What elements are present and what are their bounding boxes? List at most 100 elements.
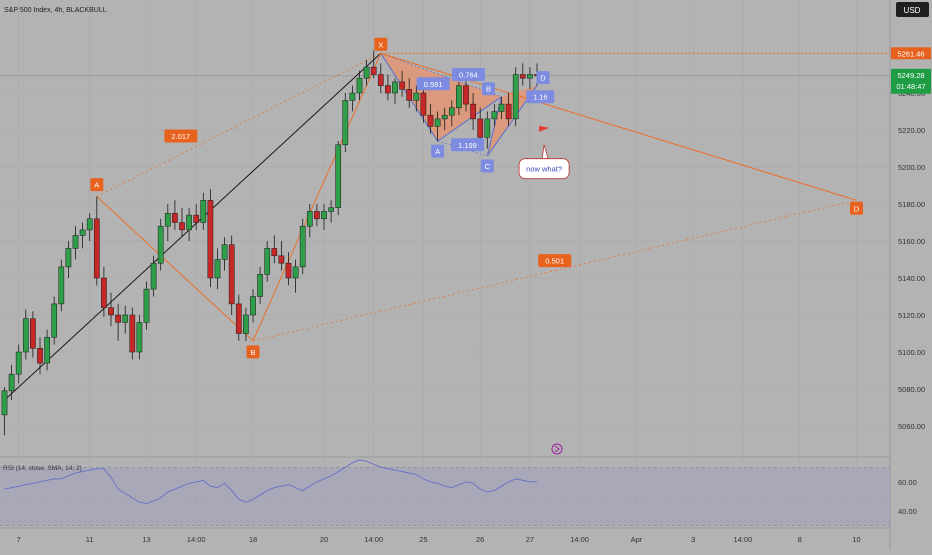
level-price-tag-bg xyxy=(891,47,931,60)
candle xyxy=(221,237,228,271)
candle xyxy=(115,303,121,341)
harmonic-ratio-0591: 0.591 xyxy=(416,77,450,91)
candle xyxy=(377,63,384,93)
candle-body xyxy=(164,213,171,227)
candle-body xyxy=(519,74,526,79)
price-tick-label: 5220.00 xyxy=(898,126,925,135)
candle-body xyxy=(335,144,342,208)
candle-body xyxy=(385,85,391,94)
candle-body xyxy=(37,348,43,364)
candle-body xyxy=(65,248,72,268)
candle-body xyxy=(108,307,114,316)
candle xyxy=(463,78,469,112)
candle-body xyxy=(306,211,313,227)
candle xyxy=(413,85,420,112)
harmonic-label-a-text: A xyxy=(435,147,440,156)
candle-body xyxy=(58,266,65,305)
candle-body xyxy=(342,100,349,146)
pattern-ratio-line-bd xyxy=(252,199,857,342)
candle xyxy=(200,192,207,230)
ratio-label-2017-text: 2.017 xyxy=(171,132,190,141)
candle xyxy=(8,364,15,401)
candle-body xyxy=(214,259,221,279)
candle xyxy=(527,67,533,90)
candle xyxy=(271,235,278,264)
candle-body xyxy=(377,74,384,86)
candle xyxy=(86,213,93,241)
candle xyxy=(406,78,413,108)
point-label-d: D xyxy=(850,201,863,215)
point-label-b-text: B xyxy=(250,348,255,357)
candle-body xyxy=(79,229,86,236)
price-tick-label: 5100.00 xyxy=(898,348,925,357)
replay-icon[interactable] xyxy=(551,443,563,455)
candle xyxy=(306,204,313,238)
candle xyxy=(72,226,79,260)
candle-body xyxy=(179,222,185,231)
ratio-label-0501-bg xyxy=(538,254,572,268)
candle xyxy=(37,337,43,375)
candle-body xyxy=(8,373,15,392)
candle-body xyxy=(406,89,413,101)
currency-button[interactable]: USD xyxy=(896,2,929,17)
harmonic-ratio-116-text: 1.16 xyxy=(533,93,548,102)
candle xyxy=(420,85,427,123)
harmonic-label-c: C xyxy=(480,159,494,173)
time-tick-label: 14:00 xyxy=(364,535,383,544)
harmonic-ratio-116-bg xyxy=(526,90,555,104)
candle-body xyxy=(200,200,207,223)
candle-body xyxy=(150,262,157,290)
candle-body xyxy=(484,118,491,138)
candle-body xyxy=(51,303,58,338)
time-tick-label: 3 xyxy=(691,535,695,544)
candle-body xyxy=(193,214,200,223)
ratio-label-0501: 0.501 xyxy=(538,254,572,268)
candle xyxy=(385,74,391,101)
candle xyxy=(448,100,455,127)
now-what-callout: now what? xyxy=(518,125,570,180)
rsi-series-line xyxy=(4,459,537,505)
candle-body xyxy=(448,107,455,116)
candle-body xyxy=(186,214,192,231)
time-tick-label: 18 xyxy=(249,535,257,544)
time-tick-label: 8 xyxy=(798,535,802,544)
candle-body xyxy=(470,103,476,120)
chart-title: S&P 500 Index, 4h, BLACKBULL xyxy=(4,7,107,14)
candle xyxy=(157,218,164,271)
candle-body xyxy=(93,218,100,279)
rsi-tick-label: 60.00 xyxy=(898,478,917,487)
candle-body xyxy=(456,85,462,109)
candle xyxy=(122,305,129,334)
time-tick-label: 13 xyxy=(142,535,150,544)
candle-body xyxy=(278,255,285,264)
rsi-line xyxy=(4,459,537,505)
harmonic-label-b-text: B xyxy=(486,85,491,94)
candle-body xyxy=(101,277,107,308)
candle-body xyxy=(441,114,448,120)
harmonic-ratio-0764: 0.764 xyxy=(451,68,485,81)
time-tick-label: 7 xyxy=(17,535,21,544)
candle xyxy=(150,255,157,297)
candle xyxy=(172,200,178,230)
candle-body xyxy=(250,296,256,316)
price-tick-label: 5160.00 xyxy=(898,237,925,246)
bar-countdown: 01:48:47 xyxy=(896,82,925,91)
candle xyxy=(264,241,271,282)
time-tick-label: 25 xyxy=(419,535,427,544)
candle xyxy=(285,252,292,286)
candle xyxy=(179,207,185,238)
candle-body xyxy=(299,225,306,268)
candle-body xyxy=(370,66,377,75)
rsi-band xyxy=(0,466,890,526)
candle-body xyxy=(44,336,50,364)
rsi-tick-label: 40.00 xyxy=(898,507,917,516)
candle xyxy=(235,294,242,341)
pattern-labels: X A B D 2.017 0.501 A B C D 0.591 0.764 1.16 1.199 xyxy=(90,37,863,359)
candle-body xyxy=(292,266,299,279)
candle-body xyxy=(392,81,398,94)
harmonic-label-c-bg xyxy=(480,159,494,173)
candle-body xyxy=(264,248,271,275)
ratio-label-0501-text: 0.501 xyxy=(545,257,564,266)
